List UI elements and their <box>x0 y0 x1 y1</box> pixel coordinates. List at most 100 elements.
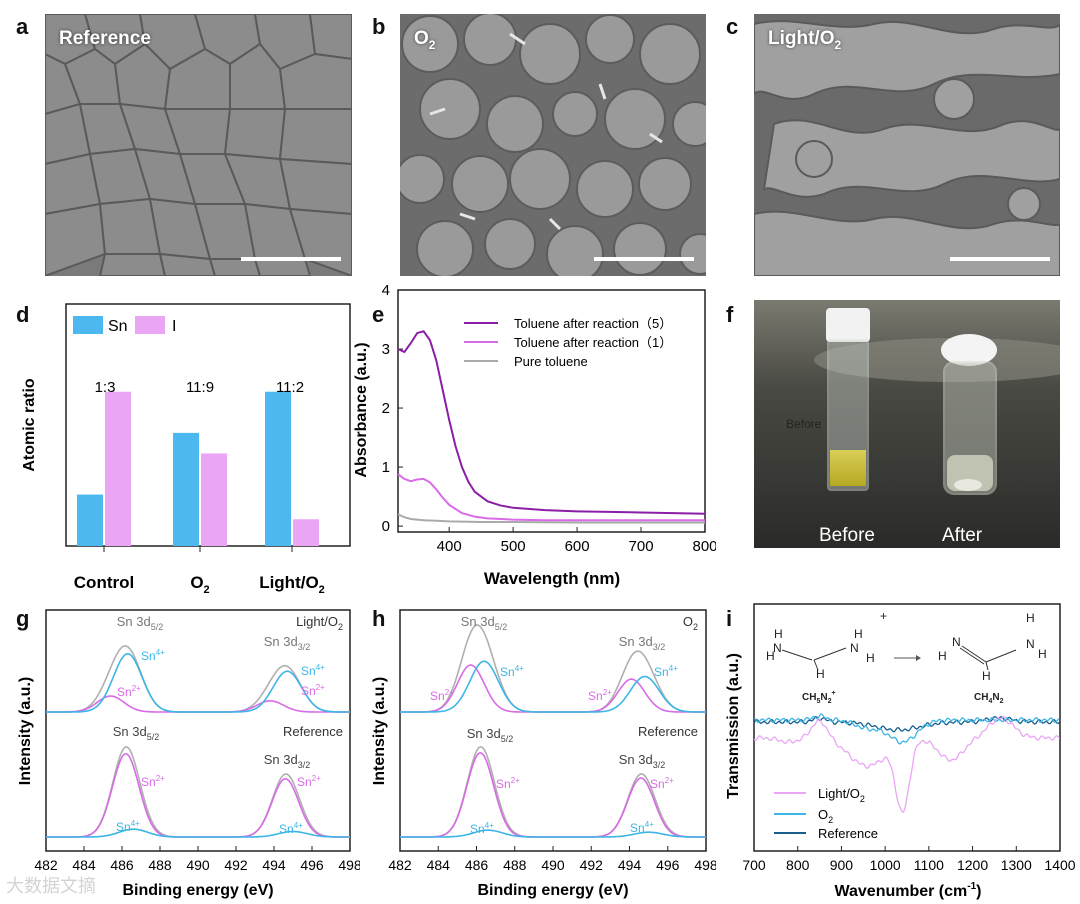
envelope-0 <box>46 645 350 713</box>
bar-i-1 <box>201 453 227 546</box>
legend-label-o2: O2 <box>818 807 833 825</box>
panel-label-a: a <box>16 14 29 39</box>
scale-bar <box>241 257 341 261</box>
x-tick-label: 700 <box>742 857 766 873</box>
peak-label-d32-ref: Sn 3d3/2 <box>264 752 311 770</box>
series-line-1 <box>397 473 705 522</box>
legend-label-reference: Reference <box>818 826 878 841</box>
yellow-solution <box>830 450 866 486</box>
svg-text:H: H <box>774 627 783 641</box>
legend: Toluene after reaction（5） Toluene after r… <box>464 316 672 369</box>
peak-label-d32: Sn 3d3/2 <box>619 634 666 652</box>
sem-title-o2: O2 <box>414 28 436 52</box>
legend-swatch-sn <box>73 316 103 334</box>
sn2-label-ref: Sn2+ <box>496 776 520 791</box>
x-tick-label: 900 <box>830 857 854 873</box>
peak-label-d52-ref: Sn 3d5/2 <box>113 724 160 742</box>
ftir-reference <box>753 715 1061 733</box>
ftir-light-o2 <box>753 716 1061 813</box>
plus-sign: + <box>880 609 887 623</box>
svg-text:H: H <box>866 651 875 665</box>
x-tick-label: 800 <box>692 538 716 555</box>
svg-text:H: H <box>1038 647 1047 661</box>
plot-frame <box>753 603 1061 852</box>
x-axis-label: Binding energy (eV) <box>122 882 273 899</box>
sn2-label-d32: Sn2+ <box>588 688 612 703</box>
line-series <box>397 330 706 524</box>
molecule-label-cation: CH5N2+ <box>802 690 836 705</box>
sn2-label-ref-d32: Sn2+ <box>297 774 321 789</box>
peak-label-d52-ref: Sn 3d5/2 <box>467 726 514 744</box>
x-axis-label: Binding energy (eV) <box>477 882 628 899</box>
sem-image-reference: Reference <box>45 14 352 276</box>
x-tick-label: 494 <box>618 857 642 873</box>
bar-i-0 <box>105 391 131 546</box>
panel-label-e: e <box>372 302 385 327</box>
x-tick-label: 488 <box>503 857 527 873</box>
x-axis-label: Wavelength (nm) <box>484 569 620 588</box>
x-axis-label: Wavenumber (cm-1) <box>834 881 981 900</box>
sn4-label-ref-d32: Sn4+ <box>630 820 654 835</box>
sem-image-light-o2: Light/O2 <box>754 14 1060 276</box>
ratio-label-o2: 11:9 <box>186 379 214 396</box>
x-tick-label: 496 <box>656 857 680 873</box>
x-tick-label: 1000 <box>870 857 901 873</box>
bar-sn-0 <box>77 494 103 546</box>
sn4-label-ref: Sn4+ <box>116 819 140 834</box>
y-tick-label: 4 <box>382 282 390 299</box>
sn2-label-d32: Sn2+ <box>301 683 325 698</box>
svg-text:H: H <box>982 669 991 683</box>
sn4-label-ref: Sn4+ <box>470 821 494 836</box>
x-tick-label: 496 <box>300 857 324 873</box>
x-tick-label: 700 <box>629 538 654 555</box>
svg-text:N: N <box>773 641 782 655</box>
x-tick-label: 1200 <box>957 857 988 873</box>
bar-sn-2 <box>265 391 291 546</box>
x-tick-label: 1400 <box>1044 857 1075 873</box>
sn2-label-ref: Sn2+ <box>141 774 165 789</box>
legend-swatch-i <box>135 316 165 334</box>
panel-label-f: f <box>726 302 734 327</box>
plot-frame <box>397 289 706 533</box>
x-tick-label: 492 <box>224 857 248 873</box>
ratio-label-control: 1:3 <box>95 379 116 396</box>
axis-ticks: 482 484 486 488 490 492 494 496 498 <box>34 846 360 873</box>
category-label-o2: O2 <box>190 573 209 596</box>
condition-label-bottom: Reference <box>638 724 698 739</box>
x-tick-label: 600 <box>565 538 590 555</box>
peak-label-d52: Sn 3d5/2 <box>117 614 164 632</box>
x-tick-label: 482 <box>34 857 58 873</box>
before-label: Before <box>819 525 875 546</box>
arrow-head <box>916 655 921 661</box>
svg-text:N: N <box>952 635 961 649</box>
condition-label-bottom: Reference <box>283 724 343 739</box>
series-line-2 <box>397 513 705 524</box>
legend-label-i: I <box>172 318 176 335</box>
x-tick-label: 1100 <box>914 857 944 873</box>
sem-image-o2: O2 <box>400 14 706 276</box>
panel-label-b: b <box>372 14 386 39</box>
category-label-control: Control <box>74 573 134 592</box>
y-axis-label: Transmission (a.u.) <box>725 653 742 799</box>
peak-label-d32-ref: Sn 3d3/2 <box>619 752 666 770</box>
chart-e: 400 500 600 700 800 0 1 2 3 4 Toluene after react… <box>353 282 716 588</box>
sem-title-reference: Reference <box>59 28 151 49</box>
sn2-label-ref-d32: Sn2+ <box>650 776 674 791</box>
y-axis-label: Atomic ratio <box>21 378 38 472</box>
x-tick-label: 486 <box>110 857 134 873</box>
legend-label-2: Pure toluene <box>514 354 588 369</box>
category-label-light-o2: Light/O2 <box>259 573 325 596</box>
x-tick-label: 400 <box>437 538 462 555</box>
panel-label-g: g <box>16 606 30 631</box>
condition-label-top: O2 <box>683 614 698 632</box>
vial-photo: Before Before After <box>754 300 1060 548</box>
x-tick-label: 492 <box>580 857 604 873</box>
svg-text:H: H <box>854 627 863 641</box>
condition-label-top: Light/O2 <box>296 614 343 632</box>
scale-bar <box>594 257 694 261</box>
sn4-label-ref-d32: Sn4+ <box>279 821 303 836</box>
y-axis-label: Intensity (a.u.) <box>371 677 388 785</box>
y-axis-label: Absorbance (a.u.) <box>353 342 370 477</box>
